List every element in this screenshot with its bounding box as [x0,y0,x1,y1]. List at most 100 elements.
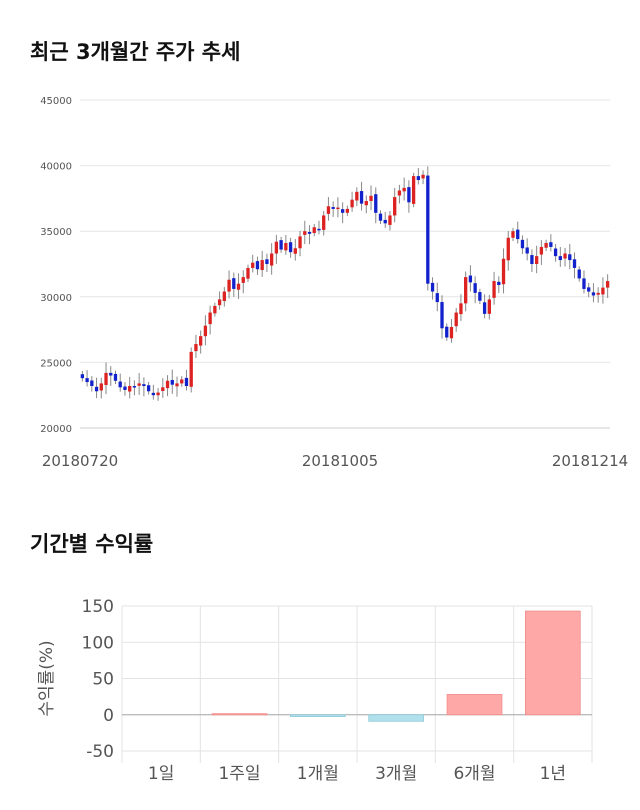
candle-body [251,262,255,268]
price-chart-title: 최근 3개월간 주가 추세 [30,40,241,64]
returns-y-axis-label: 수익률(%) [37,640,57,716]
candle-body [246,267,250,279]
candle-body [430,282,435,292]
candle-body [109,372,113,376]
candle-body [99,383,103,391]
candle-body [213,305,217,314]
candle-body [473,283,477,293]
candle-body [411,176,416,204]
candle-body [388,215,392,225]
returns-y-tick-label: 100 [82,633,114,653]
candle-body [279,240,283,250]
candle-body [492,281,496,298]
candle-body [170,379,174,385]
candle-body [217,299,222,306]
candle-body [189,351,193,387]
candle-body [397,190,402,196]
candle-body [317,228,321,231]
candle-body [459,303,463,315]
returns-y-tick-label: 50 [92,670,114,690]
price-y-tick-label: 45000 [40,96,72,107]
candle-body [501,258,506,285]
candle-body [208,312,212,325]
candle-body [94,386,99,392]
candle-body [175,383,179,387]
candle-body [530,255,534,264]
candle-body [558,256,562,261]
candle-body [222,291,226,301]
candle-body [539,246,544,255]
candle-body [128,386,132,392]
candle-body [525,247,529,254]
candle-body [236,283,241,290]
candle-body [288,242,293,253]
candle-body [118,381,122,388]
candle-body [232,278,236,289]
candle-body [241,277,245,283]
candle-body [165,380,170,389]
candle-body [156,392,160,396]
returns-x-tick-label: 1개월 [297,764,339,784]
price-x-tick-label: 20181214 [552,452,628,470]
price-y-tick-label: 30000 [40,293,72,304]
candle-body [331,207,335,209]
candle-body [482,302,487,314]
returns-x-tick-label: 3개월 [375,764,417,784]
candle-body [468,275,473,283]
candle-body [113,373,118,381]
candle-body [161,387,165,392]
candle-body [123,386,127,390]
candle-body [572,259,577,268]
candle-body [90,380,94,387]
candle-body [544,243,548,248]
candle-body [506,237,510,261]
candle-body [563,253,567,259]
price-x-tick-label: 20180720 [42,452,118,470]
price-y-tick-label: 35000 [40,227,72,238]
returns-x-tick-label: 6개월 [453,764,495,784]
candle-body [497,281,501,285]
candle-body [407,187,411,203]
candle-body [265,259,269,264]
candle-body [605,281,610,288]
price-y-tick-label: 20000 [40,424,72,435]
candle-body [445,326,449,338]
candle-body [378,213,383,221]
candle-body [440,302,444,329]
candle-body [298,236,302,249]
returns-y-tick-label: 150 [82,597,114,617]
candle-body [591,292,596,296]
candle-body [464,277,468,304]
candle-body [402,187,406,192]
candle-body [374,194,378,213]
candle-body [516,229,520,240]
candle-body [520,239,525,249]
candle-body [336,207,340,210]
returns-bar [525,610,581,716]
candle-body [553,248,558,257]
candle-body [312,227,316,234]
candle-body [303,231,307,235]
candle-body [435,293,439,303]
candle-body [326,206,331,214]
returns-x-tick-label: 1일 [148,764,174,784]
price-y-tick-label: 40000 [40,162,72,173]
candle-body [587,287,591,292]
candle-body [269,253,274,266]
candle-body [184,377,189,387]
price-y-tick-label: 25000 [40,358,72,369]
candle-body [487,299,491,314]
candle-body [137,383,141,386]
candle-body [568,254,572,261]
candle-body [359,191,364,204]
candle-body [596,292,600,295]
candle-body [393,197,397,216]
candle-body [322,215,326,230]
candle-body [421,174,425,179]
price-candlestick-chart: 20000 25000 30000 35000 40000 45000 20180720 20… [40,96,628,470]
candle-body [364,201,368,206]
returns-y-tick-label: -50 [86,742,114,762]
candle-body [194,344,198,352]
candle-body [577,269,581,279]
candle-body [132,386,137,388]
